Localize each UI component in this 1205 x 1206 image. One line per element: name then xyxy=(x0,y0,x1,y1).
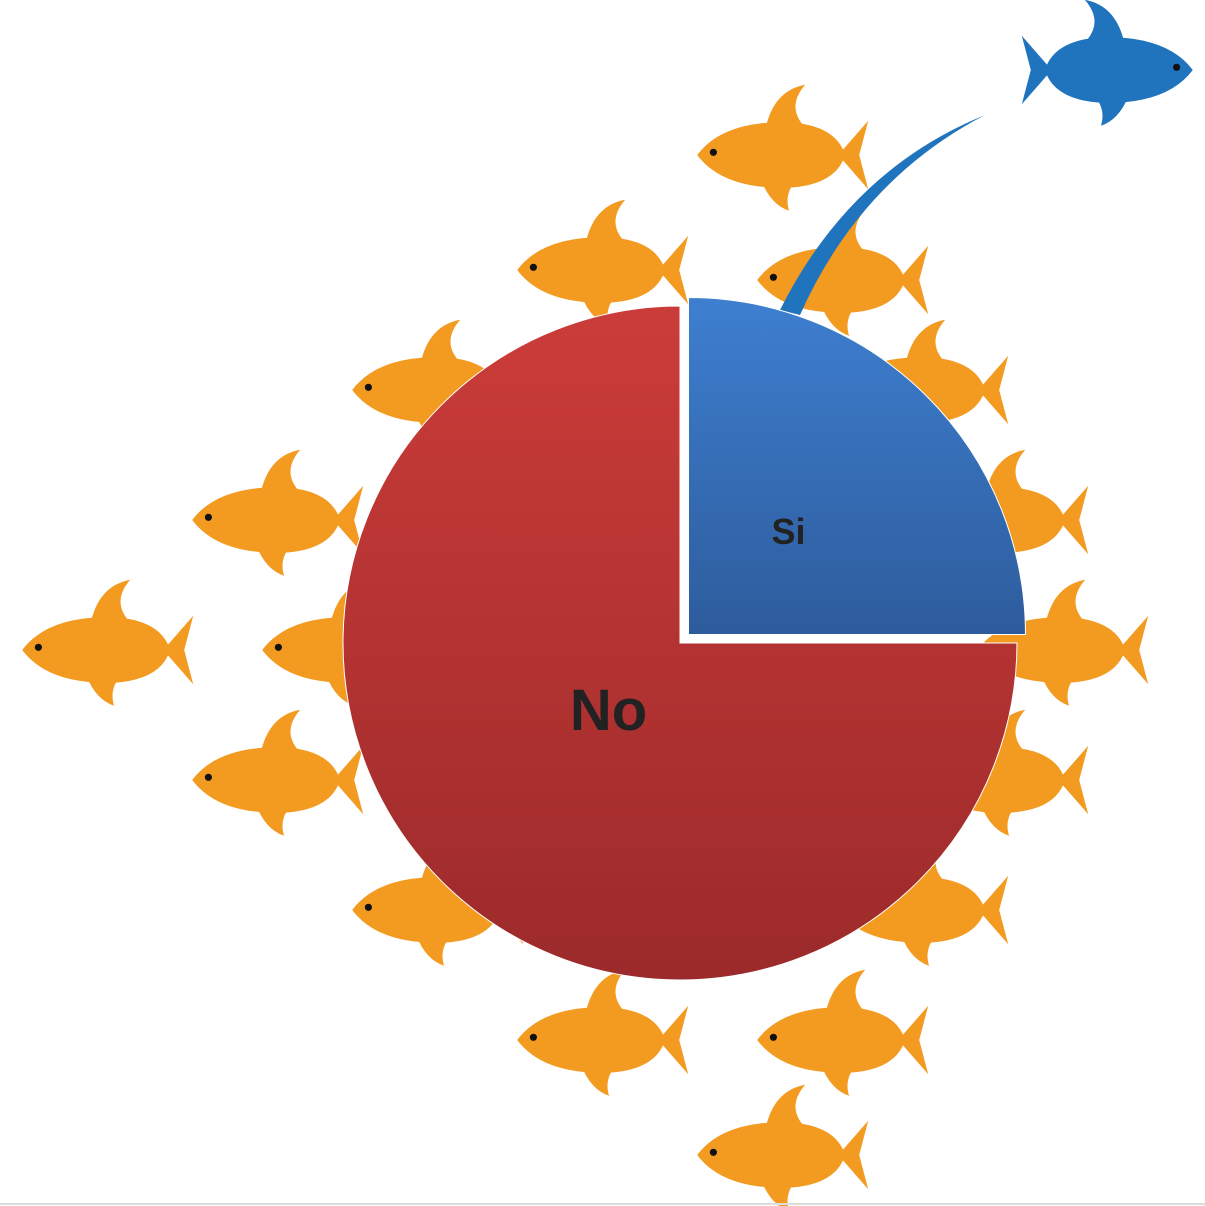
blue-fish xyxy=(1021,0,1193,126)
pie: Si No xyxy=(342,297,1026,981)
slice-label: Si xyxy=(772,511,806,552)
pie-slice xyxy=(687,297,1026,636)
slice-label: No xyxy=(570,678,647,743)
jump-trail xyxy=(780,115,985,315)
pie-slice xyxy=(342,305,1018,981)
